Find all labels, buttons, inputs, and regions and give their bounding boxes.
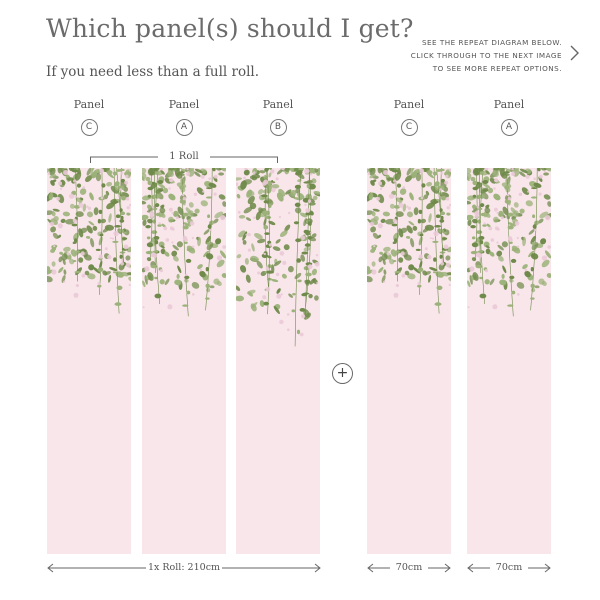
foliage-illustration bbox=[47, 168, 131, 314]
chevron-right-icon[interactable] bbox=[568, 44, 580, 62]
note-line-2: CLICK THROUGH TO THE NEXT IMAGE bbox=[410, 51, 562, 60]
panel-header-a-2: Panel A bbox=[467, 98, 551, 136]
note-line-1: SEE THE REPEAT DIAGRAM BELOW. bbox=[421, 38, 562, 47]
note-line-3: TO SEE MORE REPEAT OPTIONS. bbox=[432, 64, 562, 73]
repeat-note: SEE THE REPEAT DIAGRAM BELOW. CLICK THRO… bbox=[411, 36, 562, 75]
panel-c-1 bbox=[47, 168, 131, 554]
roll-width-label: 1x Roll: 210cm bbox=[146, 562, 222, 573]
panel-letter-badge: B bbox=[269, 119, 287, 136]
panel-c-2 bbox=[367, 168, 451, 554]
foliage-illustration bbox=[142, 168, 226, 317]
panel-header-b: Panel B bbox=[236, 98, 320, 136]
panel-width-label-1: 70cm bbox=[390, 562, 428, 573]
foliage-illustration bbox=[367, 168, 451, 314]
page-title: Which panel(s) should I get? bbox=[46, 14, 414, 43]
panel-header-a-1: Panel A bbox=[142, 98, 226, 136]
foliage-illustration bbox=[467, 168, 551, 317]
panel-a-1 bbox=[142, 168, 226, 554]
panel-letter-badge: A bbox=[500, 119, 518, 136]
foliage-illustration bbox=[236, 168, 320, 347]
panel-width-label-2: 70cm bbox=[490, 562, 528, 573]
panel-letter-badge: C bbox=[80, 119, 98, 136]
panel-label: Panel bbox=[168, 98, 200, 111]
panel-label: Panel bbox=[262, 98, 294, 111]
panel-b bbox=[236, 168, 320, 554]
panel-label: Panel bbox=[393, 98, 425, 111]
panel-label: Panel bbox=[493, 98, 525, 111]
panel-letter-badge: A bbox=[175, 119, 193, 136]
panel-letter-badge: C bbox=[400, 119, 418, 136]
panel-header-c-1: Panel C bbox=[47, 98, 131, 136]
panel-a-2 bbox=[467, 168, 551, 554]
panel-label: Panel bbox=[73, 98, 105, 111]
roll-label: 1 Roll bbox=[158, 151, 210, 162]
page-subtitle: If you need less than a full roll. bbox=[46, 64, 260, 80]
panel-header-c-2: Panel C bbox=[367, 98, 451, 136]
add-panel-button[interactable]: + bbox=[332, 363, 353, 384]
